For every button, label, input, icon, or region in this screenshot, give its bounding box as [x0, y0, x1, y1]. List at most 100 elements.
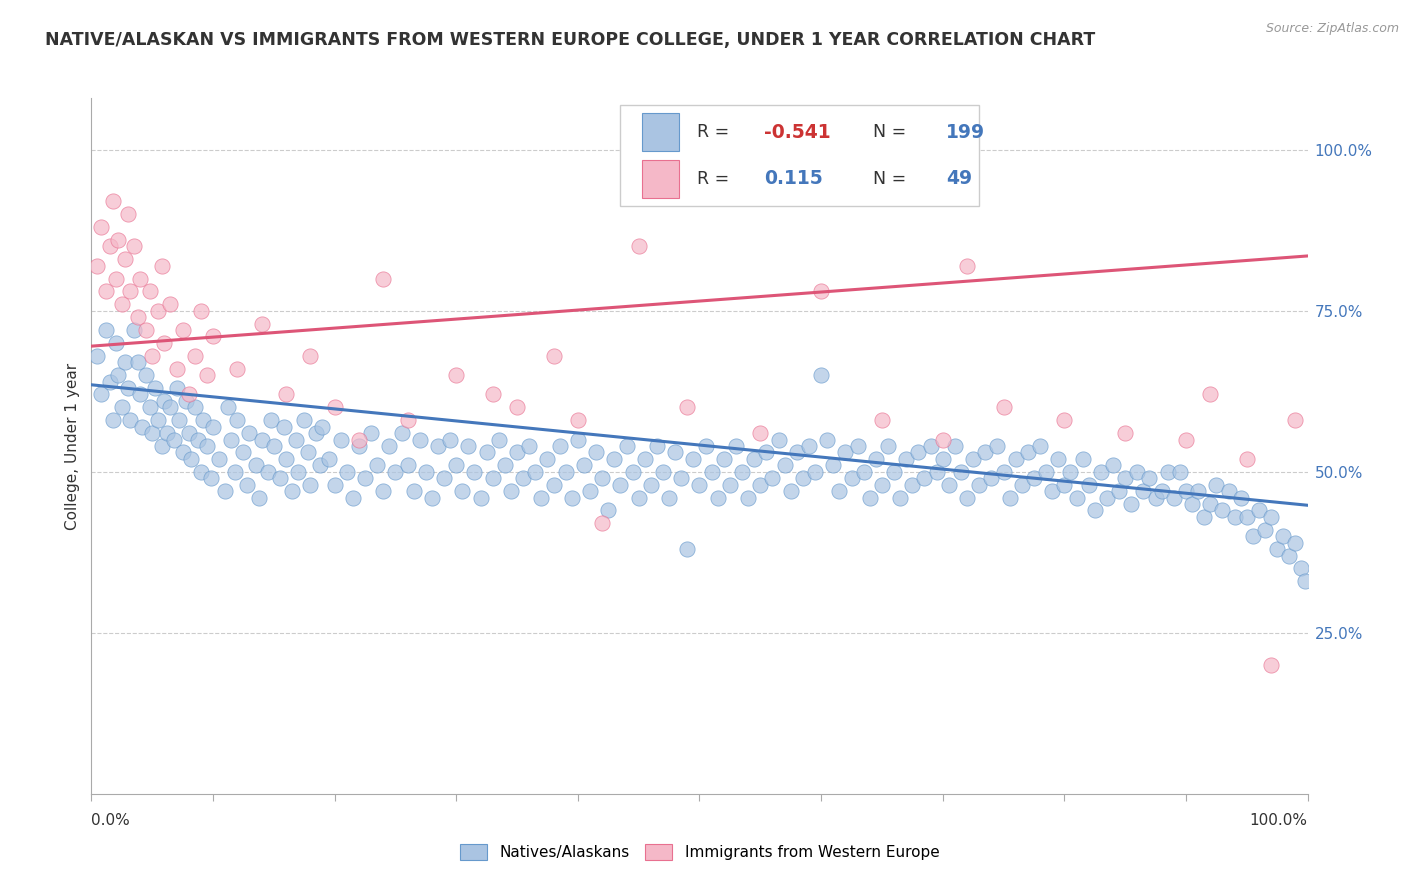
Point	[94, 285, 117, 299]
Point	[688, 477, 710, 491]
Point	[1035, 465, 1057, 479]
Point	[274, 387, 297, 401]
Point	[1053, 477, 1076, 491]
Point	[177, 387, 200, 401]
Point	[962, 451, 984, 466]
Point	[572, 458, 595, 473]
Point	[749, 426, 772, 441]
Point	[773, 458, 796, 473]
Point	[94, 323, 117, 337]
Point	[150, 259, 173, 273]
Point	[779, 484, 801, 499]
Point	[1192, 509, 1215, 524]
Text: 49: 49	[946, 169, 973, 188]
Point	[236, 477, 259, 491]
Point	[1175, 433, 1198, 447]
Point	[250, 317, 273, 331]
Point	[139, 401, 162, 415]
Point	[444, 458, 467, 473]
Point	[475, 445, 498, 459]
Point	[90, 219, 112, 234]
Point	[1254, 523, 1277, 537]
Point	[870, 477, 893, 491]
Point	[384, 465, 406, 479]
Point	[797, 439, 820, 453]
Point	[153, 393, 176, 408]
Point	[998, 491, 1021, 505]
Point	[1157, 465, 1180, 479]
Point	[311, 419, 333, 434]
Point	[402, 484, 425, 499]
Point	[159, 401, 181, 415]
Point	[499, 484, 522, 499]
Point	[621, 465, 644, 479]
Point	[148, 303, 170, 318]
Point	[143, 381, 166, 395]
Point	[226, 361, 249, 376]
Point	[949, 465, 972, 479]
Point	[129, 271, 152, 285]
Point	[591, 471, 613, 485]
Point	[768, 433, 790, 447]
Point	[1181, 497, 1204, 511]
Point	[634, 451, 657, 466]
Point	[120, 413, 142, 427]
Point	[1047, 451, 1070, 466]
Point	[889, 491, 911, 505]
Point	[135, 368, 157, 383]
Bar	[643, 160, 679, 198]
Point	[420, 491, 443, 505]
Point	[554, 465, 576, 479]
Point	[287, 465, 309, 479]
Point	[98, 239, 121, 253]
Point	[1114, 426, 1136, 441]
Point	[1236, 509, 1258, 524]
Point	[1236, 451, 1258, 466]
Point	[1291, 561, 1313, 575]
Point	[451, 484, 474, 499]
Point	[224, 465, 246, 479]
Point	[1022, 471, 1045, 485]
Point	[269, 471, 291, 485]
Point	[174, 393, 197, 408]
Point	[122, 323, 145, 337]
Point	[114, 252, 136, 267]
Point	[127, 355, 149, 369]
Point	[536, 451, 558, 466]
Point	[166, 361, 188, 376]
Point	[737, 491, 759, 505]
Point	[256, 465, 278, 479]
Point	[104, 271, 127, 285]
Point	[598, 503, 620, 517]
Point	[1108, 484, 1130, 499]
Point	[907, 445, 929, 459]
Point	[1059, 465, 1081, 479]
Point	[1084, 503, 1107, 517]
Point	[543, 477, 565, 491]
Point	[238, 426, 260, 441]
Point	[792, 471, 814, 485]
Point	[86, 259, 108, 273]
Point	[396, 458, 419, 473]
Point	[810, 368, 832, 383]
Point	[1066, 491, 1088, 505]
Point	[1205, 477, 1227, 491]
Point	[187, 433, 209, 447]
Point	[409, 433, 432, 447]
Y-axis label: College, Under 1 year: College, Under 1 year	[65, 362, 80, 530]
Point	[117, 381, 139, 395]
Point	[1126, 465, 1149, 479]
Point	[148, 413, 170, 427]
Point	[232, 445, 254, 459]
Point	[1011, 477, 1033, 491]
Point	[530, 491, 553, 505]
Point	[195, 439, 218, 453]
Point	[1294, 574, 1316, 589]
Point	[956, 259, 979, 273]
Point	[931, 451, 953, 466]
Point	[524, 465, 547, 479]
Bar	[620, 105, 979, 206]
Point	[645, 439, 668, 453]
Point	[609, 477, 631, 491]
Point	[139, 285, 162, 299]
